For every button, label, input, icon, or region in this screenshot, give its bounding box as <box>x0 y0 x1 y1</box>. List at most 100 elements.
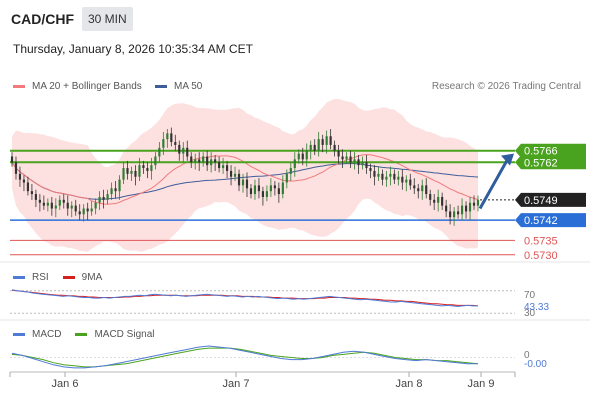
candle-body <box>441 196 444 206</box>
candle-body <box>206 156 209 166</box>
legend-ma20: MA 20 + Bollinger Bands <box>13 81 142 92</box>
candle <box>429 189 432 206</box>
candle-body <box>18 173 22 180</box>
macd-line <box>11 345 478 369</box>
candle-body <box>393 173 396 180</box>
timeframe-button[interactable]: 30 MIN <box>82 7 133 31</box>
candle <box>22 175 26 192</box>
candle-body <box>78 211 81 215</box>
candle-body <box>26 182 30 192</box>
candle <box>229 165 233 186</box>
candle-body <box>86 208 89 212</box>
candle <box>178 140 181 161</box>
candle <box>437 189 440 212</box>
candle-body <box>369 168 372 171</box>
candle-body <box>58 199 61 206</box>
candle <box>233 166 237 182</box>
candle-body <box>381 173 384 180</box>
candle <box>476 195 480 212</box>
candle <box>142 160 145 174</box>
candle-body <box>42 202 45 206</box>
candle-body <box>417 188 420 192</box>
candle <box>417 183 420 199</box>
candle <box>66 195 69 216</box>
candle <box>257 178 261 199</box>
candle-body <box>313 144 316 151</box>
candle-body <box>401 176 404 183</box>
candle <box>405 175 408 192</box>
legend-ma50-label: MA 50 <box>174 81 203 92</box>
candle-body <box>198 159 201 163</box>
candle <box>425 178 428 199</box>
candle-body <box>353 159 356 163</box>
candle <box>237 169 241 192</box>
candle-body <box>138 165 141 177</box>
forecast-arrow-line <box>478 157 510 210</box>
candle <box>421 179 424 200</box>
candle <box>468 196 472 221</box>
candle-body <box>66 202 69 209</box>
candle-body <box>389 173 392 177</box>
candle-body <box>22 179 26 183</box>
candle-body <box>214 159 217 163</box>
candle <box>281 175 284 199</box>
candle <box>198 152 201 171</box>
rsi-ma-line <box>11 289 479 307</box>
candle-body <box>194 159 197 163</box>
candle-body <box>154 156 157 166</box>
chart-datetime: Thursday, January 8, 2026 10:35:34 AM CE… <box>13 42 253 56</box>
candle <box>118 175 121 200</box>
candle-body <box>421 185 424 192</box>
candle-body <box>126 168 129 174</box>
candle <box>78 204 81 221</box>
candle-body <box>257 185 261 192</box>
candle-body <box>162 139 165 148</box>
level-label-4: 0.5730 <box>524 250 558 262</box>
candle <box>377 166 380 182</box>
candle <box>106 189 109 205</box>
forecast-arrow-head-icon <box>501 153 514 166</box>
candle-body <box>225 165 229 171</box>
candle <box>46 198 49 212</box>
candle-body <box>305 150 308 160</box>
candle-body <box>321 139 324 145</box>
candle <box>186 140 189 161</box>
candle <box>42 195 45 210</box>
macd-signal-swatch-icon <box>75 333 88 336</box>
ma50-swatch-icon <box>155 85 167 88</box>
candle <box>94 198 97 215</box>
candle-body <box>245 179 249 189</box>
candle <box>206 150 209 171</box>
candle <box>321 134 324 153</box>
candle-body <box>301 153 304 160</box>
candle-body <box>281 182 284 195</box>
candle <box>393 169 396 184</box>
candle-body <box>329 136 332 145</box>
candle <box>301 147 304 166</box>
candle-body <box>174 142 177 145</box>
candle <box>26 176 30 196</box>
candle <box>202 152 205 167</box>
bollinger-band-area <box>12 99 478 252</box>
candle-body <box>94 202 97 209</box>
candle <box>357 155 360 174</box>
candle <box>289 162 292 182</box>
legend-rsi-label: RSI <box>32 272 49 283</box>
symbol-title: CAD/CHF <box>11 11 74 27</box>
candle <box>146 162 149 179</box>
level-tag-1 <box>515 155 586 170</box>
candle-body <box>472 202 476 206</box>
candle <box>397 170 400 186</box>
candle <box>154 152 157 170</box>
candle <box>472 195 476 210</box>
candle <box>337 144 340 164</box>
macd-swatch-icon <box>13 333 25 336</box>
candle <box>190 152 193 169</box>
candle-body <box>170 133 173 143</box>
candle-body <box>54 205 57 209</box>
macd-current-label: -0.00 <box>524 359 547 370</box>
candle <box>90 201 93 216</box>
candle-body <box>114 188 117 192</box>
candle-body <box>337 150 340 157</box>
